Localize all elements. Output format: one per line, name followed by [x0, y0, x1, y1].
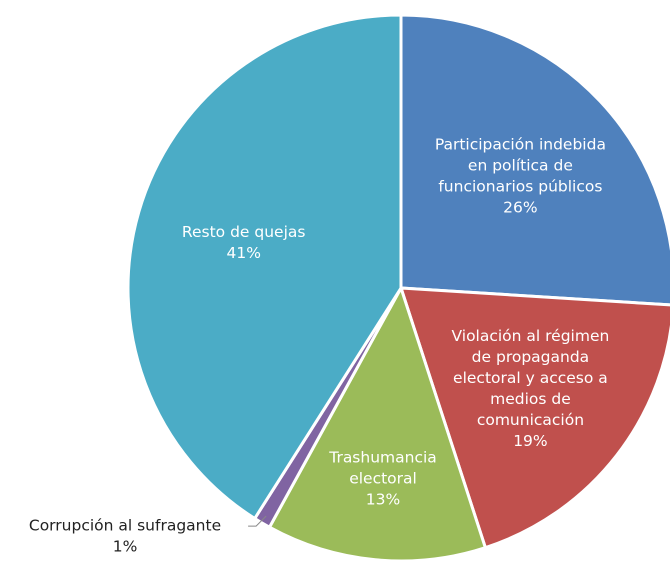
- slice-label-line: electoral y acceso a: [453, 368, 608, 386]
- slice-label-line: Violación al régimen: [452, 326, 610, 344]
- pie-slice: [267, 284, 488, 563]
- slice-label-line: Participación indebida: [435, 135, 606, 153]
- slice-value-label: 13%: [366, 490, 400, 508]
- slice-label-line: electoral: [349, 469, 417, 487]
- slice-label-line: funcionarios públicos: [438, 177, 602, 195]
- slice-label-line: medios de: [490, 389, 571, 407]
- slice-label: Corrupción al sufragante 1%: [29, 516, 221, 555]
- pie-slice: [126, 13, 403, 521]
- pie-slice: [398, 286, 670, 550]
- slice-label-line: Corrupción al sufragante: [29, 516, 221, 534]
- slice-label-line: Resto de quejas: [182, 222, 306, 240]
- slice-label-line: comunicación: [477, 410, 584, 428]
- slice-label-line: Trashumancia: [328, 448, 437, 466]
- slice-label: Resto de quejas 41%: [182, 222, 306, 261]
- slice-label: Trashumancia electoral 13%: [328, 448, 437, 508]
- leader-line: [248, 515, 267, 527]
- pie-slice: [399, 13, 670, 307]
- slice-value-label: 41%: [226, 243, 260, 261]
- slice-value-label: 1%: [113, 537, 138, 555]
- slice-label: Violación al régimen de propaganda elector…: [452, 326, 610, 449]
- slice-label-line: de propaganda: [472, 347, 590, 365]
- slice-label-line: en política de: [468, 156, 573, 174]
- slice-label: Participación indebida en política de func…: [435, 135, 606, 216]
- slice-value-label: 19%: [513, 431, 547, 449]
- slice-value-label: 26%: [503, 198, 537, 216]
